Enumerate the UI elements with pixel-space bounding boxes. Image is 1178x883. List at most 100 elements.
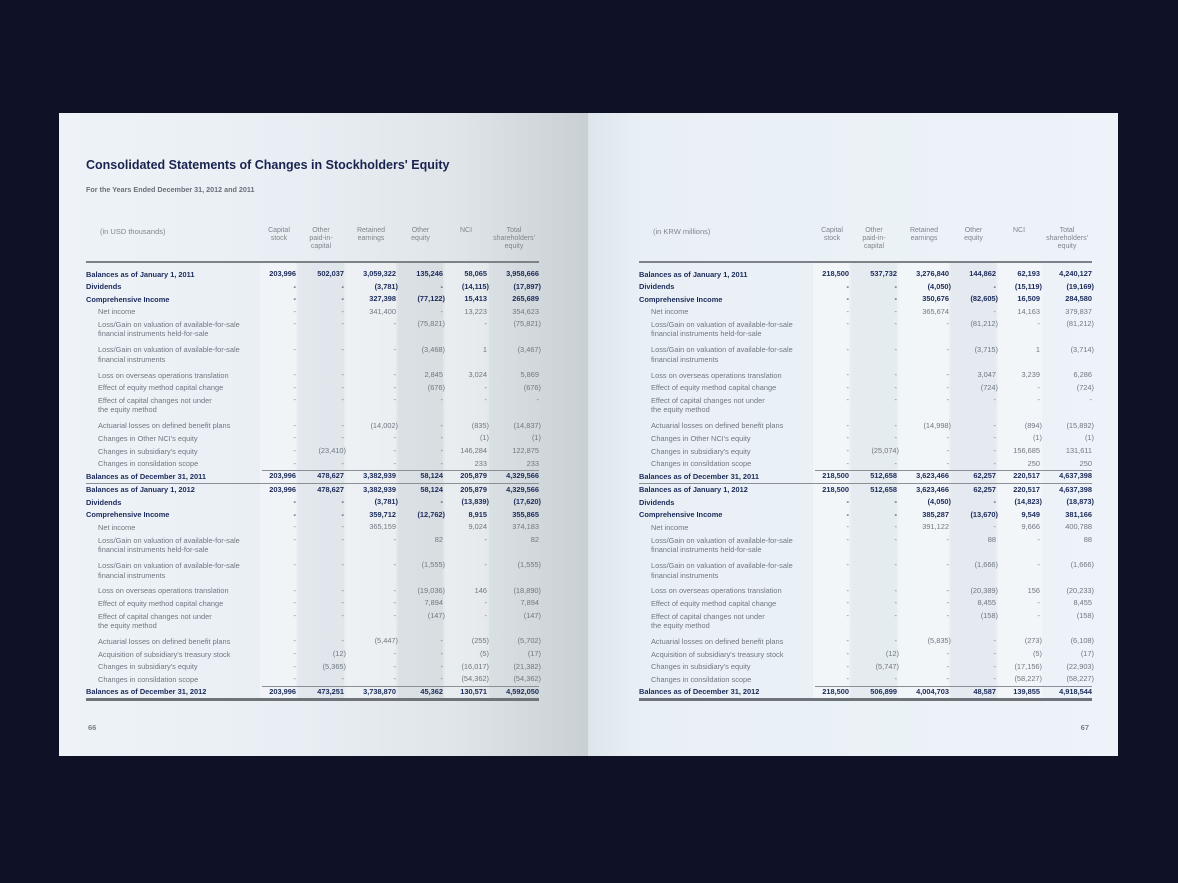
cell-value: - bbox=[993, 420, 996, 430]
cell-value: - bbox=[393, 458, 396, 468]
cell-value: 218,500 bbox=[822, 471, 849, 481]
cell-value: - bbox=[341, 294, 344, 304]
cell-value: - bbox=[946, 585, 949, 595]
row-label: Loss/Gain on valuation of available-for-… bbox=[98, 535, 240, 555]
cell-value: 45,362 bbox=[420, 686, 443, 696]
cell-value: (21,382) bbox=[513, 661, 541, 671]
table-row: Effect of capital changes not under the … bbox=[639, 610, 1094, 635]
cell-value: - bbox=[484, 611, 487, 621]
cell-value: (3,467) bbox=[517, 344, 541, 354]
cell-value: (54,362) bbox=[461, 674, 489, 684]
cell-value: - bbox=[894, 281, 897, 291]
cell-value: - bbox=[341, 281, 344, 291]
cell-value: 8,455 bbox=[977, 598, 997, 608]
cell-value: (158) bbox=[980, 611, 998, 621]
cell-value: - bbox=[894, 344, 897, 354]
table-row: Dividends - - (3,781) - (14,115) (17,897) bbox=[86, 281, 541, 294]
cell-value: 341,400 bbox=[369, 306, 396, 316]
cell-value: (4,050) bbox=[927, 281, 951, 291]
cell-value: - bbox=[894, 598, 897, 608]
cell-value: 359,712 bbox=[369, 509, 396, 519]
column-header: Capital stock bbox=[268, 227, 290, 242]
cell-value: - bbox=[846, 674, 849, 684]
cell-value: - bbox=[993, 445, 996, 455]
cell-value: 4,329,566 bbox=[506, 484, 539, 494]
cell-value: - bbox=[946, 370, 949, 380]
cell-value: - bbox=[341, 598, 344, 608]
cell-value: 512,658 bbox=[870, 471, 897, 481]
cell-value: (13,670) bbox=[970, 509, 998, 519]
row-label: Loss/Gain on valuation of available-for-… bbox=[651, 319, 793, 339]
row-label: Effect of equity method capital change bbox=[651, 383, 777, 393]
cell-value: (12,762) bbox=[417, 509, 445, 519]
cell-value: - bbox=[393, 611, 396, 621]
cell-value: (19,036) bbox=[417, 585, 445, 595]
table-row: Changes in consildation scope - - - - (54,362… bbox=[86, 673, 541, 686]
table-row: Effect of equity method capital change - -… bbox=[639, 382, 1094, 395]
cell-value: (4,050) bbox=[927, 497, 951, 507]
cell-value: 9,666 bbox=[1021, 522, 1041, 532]
cell-value: (17,620) bbox=[513, 497, 541, 507]
cell-value: - bbox=[894, 560, 897, 570]
cell-value: (82,605) bbox=[970, 294, 998, 304]
table-row: Changes in consildation scope - - - - (58,227… bbox=[639, 673, 1094, 686]
cell-value: - bbox=[393, 433, 396, 443]
cell-value: (20,233) bbox=[1066, 585, 1094, 595]
row-label: Balances as of January 1, 2011 bbox=[639, 269, 748, 279]
cell-value: (3,468) bbox=[421, 344, 445, 354]
cell-value: 3,047 bbox=[977, 370, 997, 380]
cell-value: - bbox=[946, 445, 949, 455]
cell-value: - bbox=[846, 585, 849, 595]
cell-value: - bbox=[946, 649, 949, 659]
cell-value: 3,276,840 bbox=[916, 269, 949, 278]
cell-value: (1,666) bbox=[974, 560, 998, 570]
cell-value: 8,915 bbox=[468, 509, 488, 519]
row-label: Effect of capital changes not under the … bbox=[98, 395, 212, 415]
table-row: Loss/Gain on valuation of available-for-… bbox=[639, 534, 1092, 559]
page-subtitle: For the Years Ended December 31, 2012 an… bbox=[86, 185, 255, 194]
cell-value: - bbox=[993, 636, 996, 646]
cell-value: (75,821) bbox=[513, 319, 541, 329]
row-label: Effect of equity method capital change bbox=[98, 383, 224, 393]
cell-value: - bbox=[946, 344, 949, 354]
cell-value: 3,623,466 bbox=[916, 484, 949, 494]
table-row: Balances as of January 1, 2011 218,500 537… bbox=[639, 268, 1092, 281]
cell-value: 146,284 bbox=[460, 445, 487, 455]
table-row: Loss/Gain on valuation of available-for-… bbox=[639, 344, 1094, 369]
cell-value: (14,002) bbox=[370, 420, 398, 430]
row-label: Loss/Gain on valuation of available-for-… bbox=[651, 561, 793, 580]
cell-value: - bbox=[341, 636, 344, 646]
cell-value: 15,413 bbox=[464, 294, 487, 304]
cell-value: (1,666) bbox=[1070, 560, 1094, 570]
rule bbox=[815, 685, 1092, 687]
cell-value: 233 bbox=[474, 458, 487, 468]
row-label: Actuarial losses on defined benefit plan… bbox=[98, 637, 231, 647]
row-label: Actuarial losses on defined benefit plan… bbox=[651, 637, 784, 647]
cell-value: - bbox=[993, 306, 996, 316]
cell-value: - bbox=[341, 585, 344, 595]
cell-value: 7,894 bbox=[424, 598, 444, 608]
cell-value: - bbox=[293, 649, 296, 659]
cell-value: - bbox=[993, 674, 996, 684]
cell-value: 218,500 bbox=[822, 269, 849, 278]
cell-value: (1,555) bbox=[517, 560, 541, 570]
cell-value: 385,287 bbox=[922, 509, 949, 519]
cell-value: - bbox=[440, 395, 443, 405]
cell-value: - bbox=[293, 281, 296, 291]
cell-value: (5,365) bbox=[322, 661, 346, 671]
cell-value: 379,837 bbox=[1065, 306, 1092, 316]
table-row: Dividends - - (4,050) - (14,823) (18,873) bbox=[639, 496, 1094, 509]
cell-value: - bbox=[894, 458, 897, 468]
cell-value: - bbox=[341, 674, 344, 684]
cell-value: - bbox=[393, 344, 396, 354]
cell-value: 3,623,466 bbox=[916, 471, 949, 481]
row-label: Changes in consildation scope bbox=[651, 459, 752, 469]
cell-value: - bbox=[846, 382, 849, 392]
cell-value: (13,839) bbox=[461, 497, 489, 507]
cell-value: 365,674 bbox=[922, 306, 949, 316]
cell-value: (19,169) bbox=[1066, 281, 1094, 291]
cell-value: 139,855 bbox=[1013, 686, 1040, 696]
column-header: Total shareholders' equity bbox=[1046, 227, 1088, 250]
column-shade bbox=[260, 263, 298, 702]
cell-value: - bbox=[440, 661, 443, 671]
